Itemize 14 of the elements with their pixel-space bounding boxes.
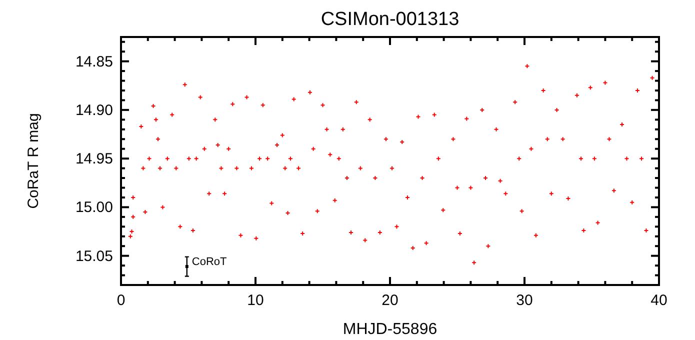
y-axis-title: CoRaT R mag (25, 113, 42, 209)
x-axis-title: MHJD-55896 (342, 321, 438, 338)
x-tick-label: 40 (650, 292, 668, 309)
y-tick-label: 15.00 (75, 199, 113, 216)
y-tick-label: 14.95 (75, 150, 113, 168)
series-label: CoRoT (192, 256, 228, 268)
y-tick-label: 14.90 (75, 102, 113, 119)
y-tick-label: 15.05 (75, 248, 113, 265)
x-tick-label: 0 (116, 292, 126, 309)
x-tick-label: 20 (382, 292, 398, 309)
chart-title: CSIMon-001313 (320, 9, 460, 30)
x-tick-label: 10 (247, 292, 264, 309)
y-tick-label: 14.85 (75, 53, 113, 70)
x-tick-label: 30 (516, 292, 533, 309)
